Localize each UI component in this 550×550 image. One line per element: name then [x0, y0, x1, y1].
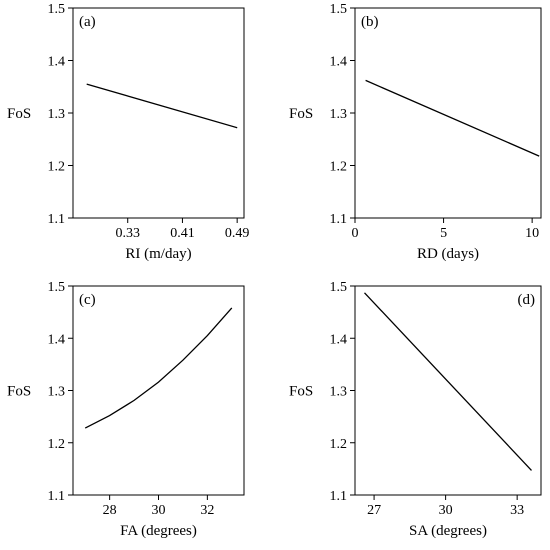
- y-tick-label-b: 1.1: [330, 212, 348, 227]
- x-tick-label-c: 28: [103, 503, 117, 518]
- panel-d: 1.1 1.2 1.3 1.4 1.5 27 30 33 SA (degrees) FoS (d): [289, 280, 542, 539]
- x-tick-label-a: 0.41: [170, 226, 195, 241]
- plot-frame-a: [72, 7, 245, 219]
- y-tick-label-c: 1.3: [48, 385, 66, 400]
- x-axis-label-a: RI (m/day): [125, 246, 191, 262]
- y-tick-label-d: 1.5: [330, 280, 348, 295]
- series-line-d: [364, 292, 532, 471]
- x-tick-label-d: 33: [510, 503, 524, 518]
- plot-frame-c: [72, 285, 245, 496]
- panel-label-d: (d): [518, 292, 536, 308]
- plot-frame-d: [354, 285, 542, 496]
- series-line-c: [84, 307, 233, 429]
- y-tick-label-b: 1.5: [330, 2, 348, 17]
- y-tick-label-c: 1.2: [48, 437, 66, 452]
- x-tick-label-d: 27: [367, 503, 381, 518]
- y-tick-label-c: 1.1: [48, 489, 66, 504]
- x-tick-label-b: 0: [352, 226, 359, 241]
- panel-label-c: (c): [79, 292, 96, 308]
- y-axis-label-c: FoS: [7, 384, 31, 400]
- x-axis-label-b: RD (days): [417, 246, 479, 262]
- y-axis-label-d: FoS: [289, 384, 313, 400]
- plot-frame-b: [354, 7, 542, 219]
- x-tick-label-d: 30: [439, 503, 453, 518]
- y-axis-label-b: FoS: [289, 106, 313, 122]
- x-tick-label-a: 0.49: [225, 226, 250, 241]
- panel-label-b: (b): [361, 14, 379, 30]
- y-tick-label-b: 1.3: [330, 107, 348, 122]
- x-tick-label-b: 5: [440, 226, 447, 241]
- y-tick-label-a: 1.5: [48, 2, 66, 17]
- y-tick-label-c: 1.5: [48, 280, 66, 295]
- x-tick-label-a: 0.33: [115, 226, 140, 241]
- panel-a: 1.1 1.2 1.3 1.4 1.5 0.33 0.41 0.49 RI (m/day) FoS…: [7, 2, 249, 262]
- x-axis-label-d: SA (degrees): [409, 523, 487, 539]
- panel-label-a: (a): [79, 14, 96, 30]
- y-tick-label-d: 1.2: [330, 437, 348, 452]
- x-tick-label-c: 30: [152, 503, 166, 518]
- series-line-b: [365, 79, 540, 157]
- y-tick-label-a: 1.4: [48, 55, 66, 70]
- y-tick-label-b: 1.4: [330, 55, 348, 70]
- x-tick-label-c: 32: [200, 503, 214, 518]
- y-tick-label-a: 1.2: [48, 160, 66, 175]
- y-tick-label-d: 1.4: [330, 332, 348, 347]
- y-tick-label-b: 1.2: [330, 160, 348, 175]
- y-tick-label-a: 1.3: [48, 107, 66, 122]
- y-axis-label-a: FoS: [7, 106, 31, 122]
- series-line-a: [86, 83, 238, 129]
- y-tick-label-c: 1.4: [48, 332, 66, 347]
- x-axis-label-c: FA (degrees): [120, 523, 197, 539]
- y-tick-label-d: 1.3: [330, 385, 348, 400]
- panel-b: 1.1 1.2 1.3 1.4 1.5 0 5 10 RD (days) FoS (b): [289, 2, 542, 262]
- y-tick-label-d: 1.1: [330, 489, 348, 504]
- x-tick-label-b: 10: [525, 226, 539, 241]
- y-tick-label-a: 1.1: [48, 212, 66, 227]
